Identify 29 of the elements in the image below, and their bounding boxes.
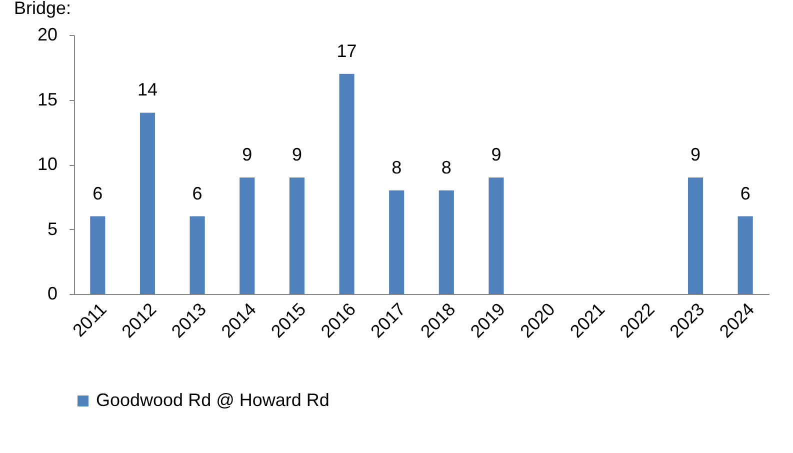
- y-tick-label: 5: [47, 218, 58, 239]
- data-label: 6: [92, 183, 103, 204]
- bar: [438, 190, 454, 294]
- bar: [389, 190, 404, 294]
- bar: [190, 216, 205, 294]
- bar: [339, 74, 354, 294]
- data-label: 17: [336, 40, 357, 61]
- data-label: 14: [137, 80, 158, 100]
- bar: [140, 112, 156, 294]
- data-label: 6: [192, 183, 202, 204]
- y-tick-label: 15: [37, 89, 58, 110]
- bar: [488, 177, 504, 294]
- bar: [289, 177, 304, 294]
- y-tick-label: 10: [37, 154, 58, 174]
- data-label: 6: [740, 183, 750, 204]
- data-label: 9: [292, 144, 302, 164]
- bar: [240, 177, 255, 294]
- bar: [688, 177, 704, 294]
- data-label: 8: [392, 157, 402, 178]
- y-tick-label: 0: [47, 284, 58, 304]
- data-label: 8: [441, 157, 452, 178]
- bar: [738, 216, 753, 294]
- y-tick-label: 20: [37, 24, 58, 44]
- data-label: 9: [690, 144, 701, 164]
- data-label: 9: [242, 144, 252, 164]
- bar: [90, 216, 106, 294]
- data-label: 9: [491, 144, 502, 164]
- chart-title: Bridge:: [14, 0, 72, 18]
- legend-label: Goodwood Rd @ Howard Rd: [96, 390, 330, 410]
